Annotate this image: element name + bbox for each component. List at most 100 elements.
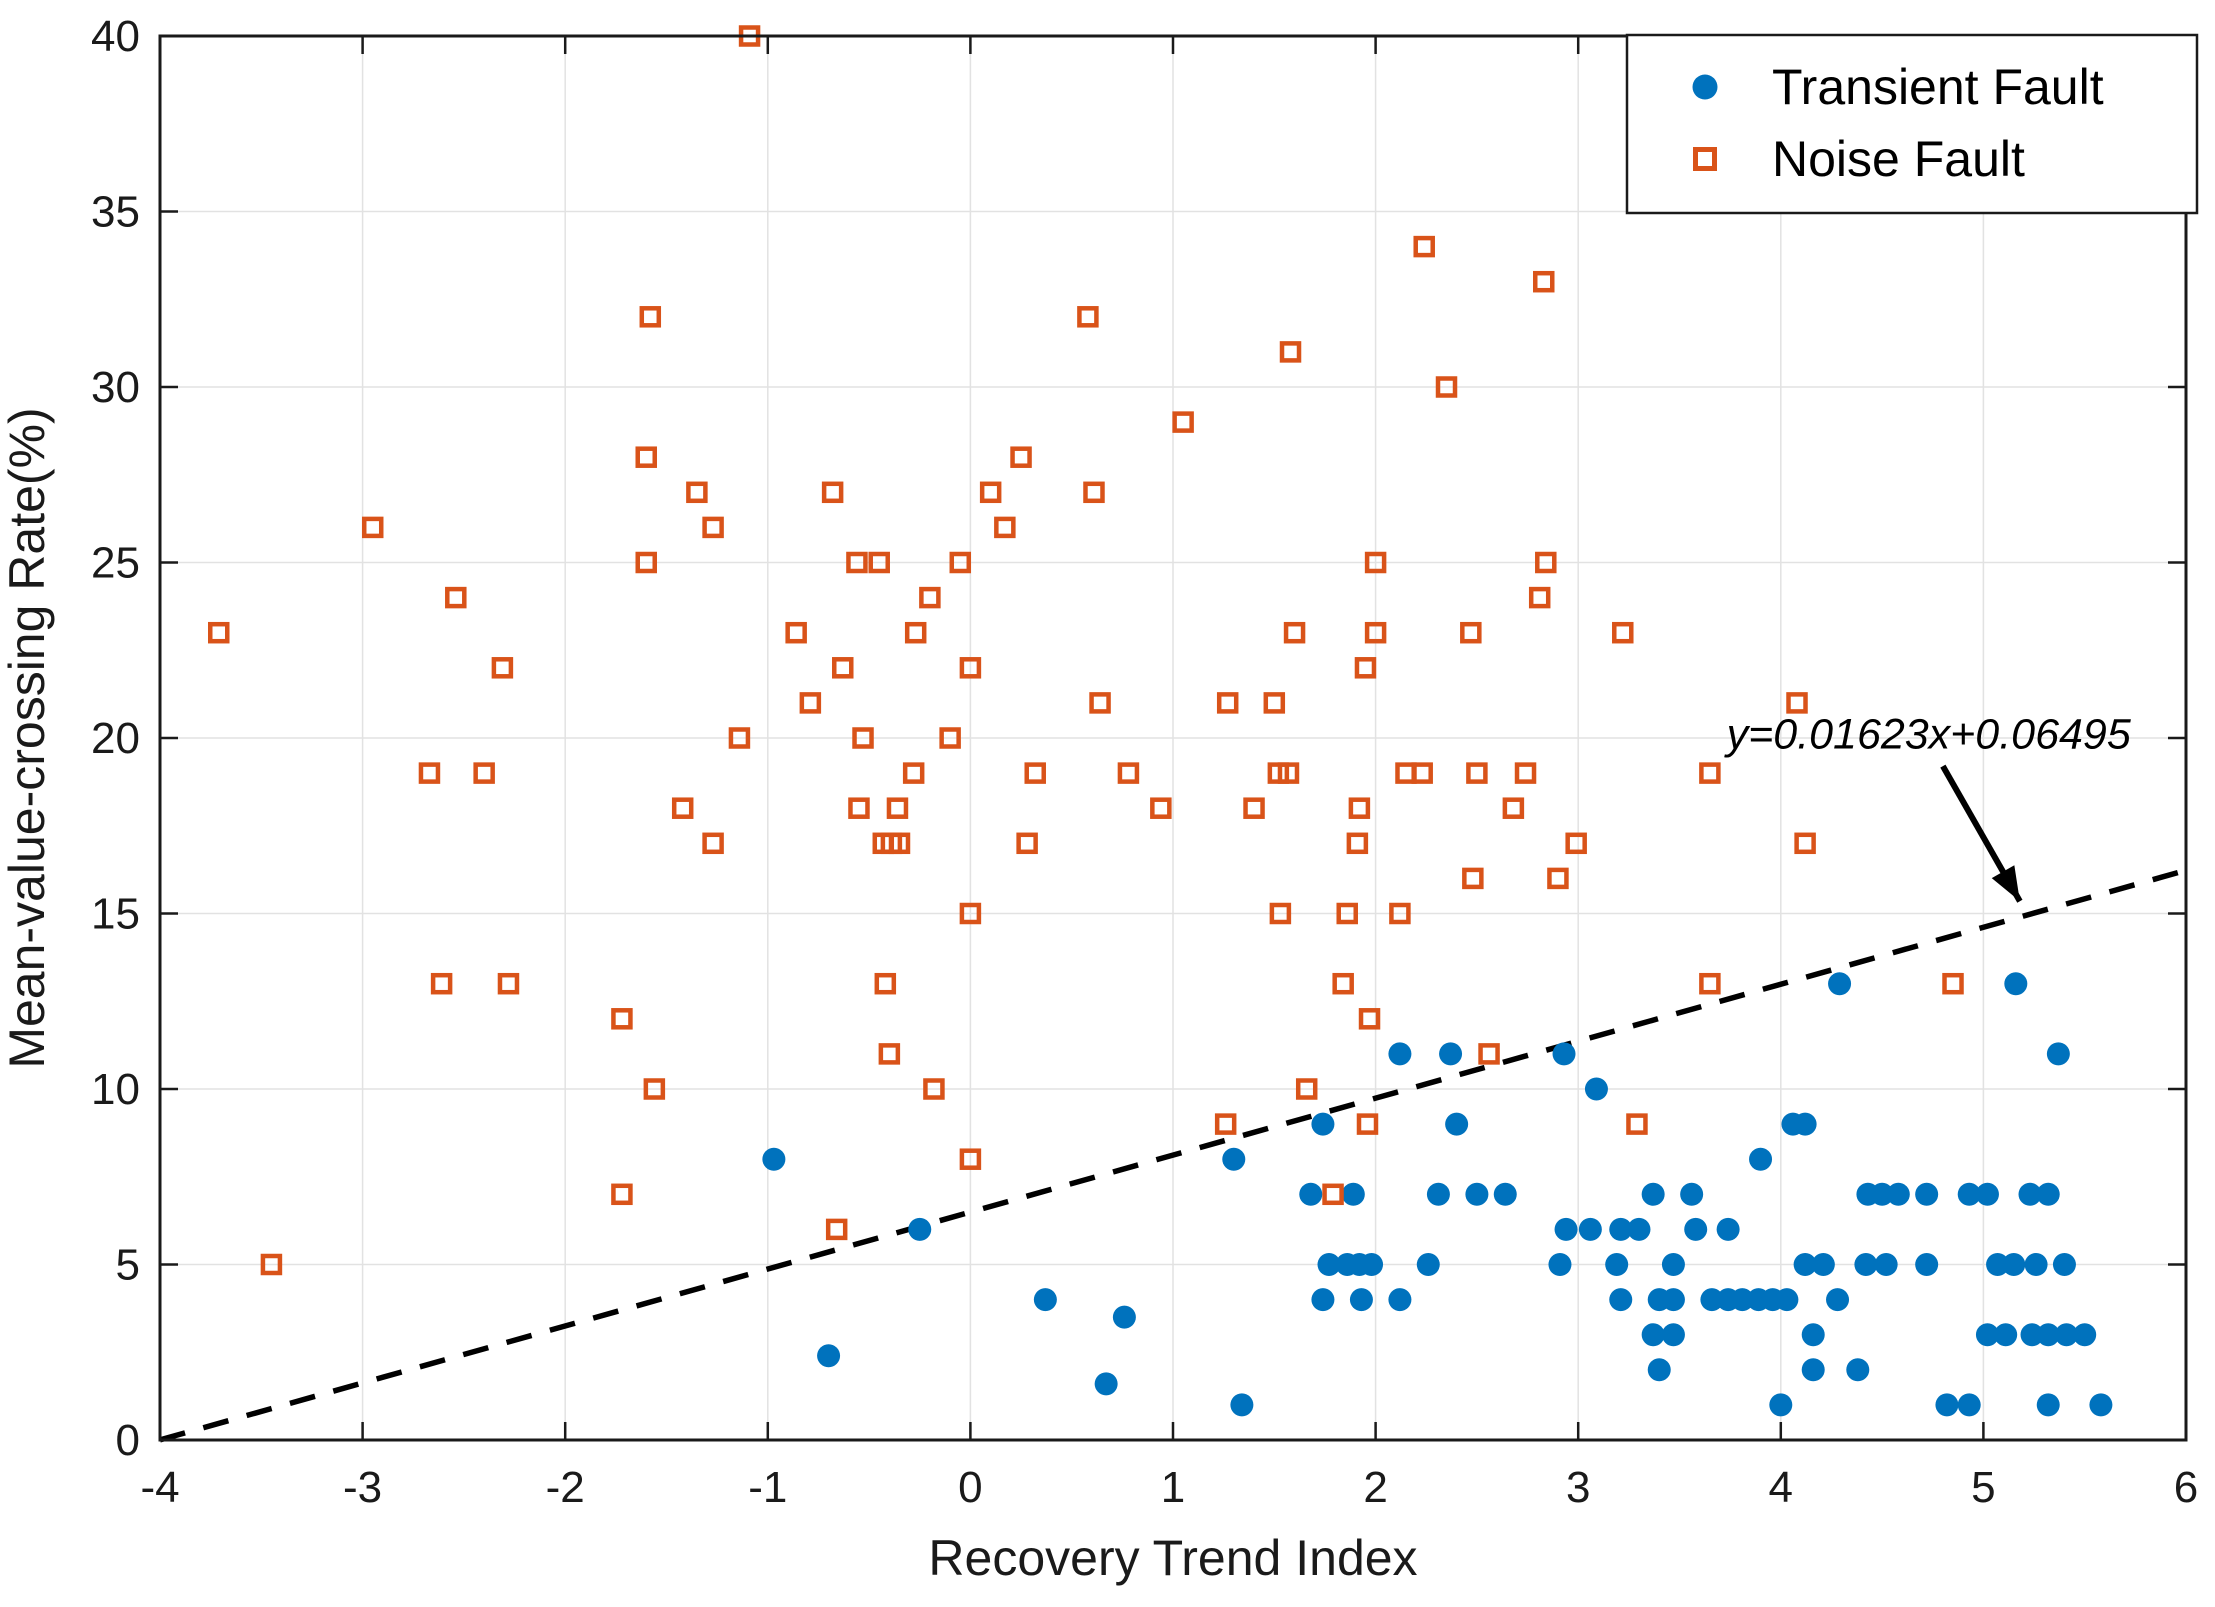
noise-fault-point — [1533, 270, 1555, 293]
transient-fault-point — [1957, 1182, 1981, 1206]
y-tick-label: 40 — [91, 12, 140, 61]
noise-fault-point — [852, 727, 874, 749]
noise-fault-point — [1699, 972, 1721, 995]
transient-fault-point — [1439, 1042, 1463, 1066]
transient-fault-point — [2036, 1182, 2060, 1206]
y-tick-label: 10 — [91, 1065, 140, 1114]
noise-fault-point — [473, 762, 495, 784]
transient-fault-point — [1749, 1147, 1773, 1171]
transient-fault-point — [1915, 1253, 1939, 1276]
noise-fault-point — [1478, 1043, 1500, 1065]
transient-fault-point — [1801, 1358, 1825, 1382]
transient-fault-point — [1661, 1253, 1685, 1276]
noise-fault-point — [643, 1078, 666, 1100]
transient-fault-point — [1886, 1182, 1910, 1206]
transient-fault-point — [1994, 1323, 2018, 1347]
noise-fault-point — [1565, 832, 1587, 855]
transient-fault-point — [1975, 1323, 1999, 1347]
transient-fault-point — [1684, 1217, 1708, 1241]
x-tick-label: -3 — [343, 1463, 382, 1512]
noise-fault-point — [959, 657, 982, 679]
annotation-arrowhead — [1991, 865, 2020, 902]
noise-fault-point — [635, 446, 657, 468]
transient-fault-point — [1609, 1217, 1633, 1241]
noise-fault-point — [886, 797, 909, 819]
transient-fault-point — [1493, 1182, 1517, 1206]
x-axis-label: Recovery Trend Index — [928, 1530, 1417, 1586]
noise-fault-point — [923, 1078, 945, 1100]
transient-fault-point — [1641, 1323, 1665, 1347]
transient-fault-point — [762, 1147, 786, 1171]
transient-fault-point — [1641, 1182, 1665, 1206]
x-tick-label: 3 — [1566, 1463, 1590, 1512]
legend-label: Noise Fault — [1772, 131, 2025, 187]
transient-fault-point — [1854, 1253, 1878, 1276]
transient-fault-point — [2089, 1393, 2113, 1417]
noise-fault-point — [1354, 657, 1377, 679]
transient-fault-point — [1680, 1182, 1704, 1206]
noise-fault-point — [1466, 762, 1488, 784]
transient-fault-point — [908, 1217, 932, 1241]
noise-fault-point — [1612, 621, 1634, 644]
transient-fault-point — [1299, 1182, 1323, 1206]
noise-fault-point — [639, 306, 662, 328]
transient-fault-point — [1465, 1182, 1489, 1206]
noise-fault-point — [888, 832, 911, 855]
transient-fault-point — [1554, 1217, 1578, 1241]
y-tick-label: 30 — [91, 363, 140, 412]
noise-fault-point — [1016, 832, 1038, 855]
transient-fault-point — [1548, 1253, 1572, 1276]
noise-fault-point — [1942, 972, 1964, 995]
noise-fault-point — [728, 727, 751, 749]
noise-fault-point — [846, 551, 868, 574]
noise-fault-point — [832, 657, 854, 679]
x-tick-label: -4 — [140, 1463, 179, 1512]
transient-fault-point — [1828, 972, 1852, 996]
noise-fault-point — [1214, 1113, 1237, 1135]
noise-fault-point — [1150, 797, 1172, 819]
noise-fault-point — [949, 551, 972, 574]
transient-fault-point — [1975, 1182, 1999, 1206]
transient-fault-point — [1915, 1182, 1939, 1206]
noise-fault-point — [1502, 797, 1525, 819]
noise-fault-point — [1413, 235, 1435, 258]
noise-fault-point — [1389, 902, 1411, 925]
transient-fault-point — [2004, 972, 2028, 996]
transient-fault-point — [2036, 1393, 2060, 1417]
transient-fault-point — [1360, 1253, 1384, 1276]
noise-fault-point — [611, 1008, 633, 1030]
noise-fault-point — [1348, 797, 1371, 819]
noise-fault-point — [1089, 692, 1111, 714]
x-tick-label: 5 — [1971, 1463, 1995, 1512]
noise-fault-point — [1279, 341, 1302, 363]
noise-fault-point — [1216, 692, 1239, 714]
noise-fault-point — [1364, 621, 1387, 644]
transient-fault-point — [2054, 1323, 2078, 1347]
noise-fault-point — [686, 481, 708, 504]
transient-fault-point — [1775, 1288, 1799, 1312]
noise-fault-point — [1336, 902, 1358, 925]
transient-fault-point — [2018, 1182, 2042, 1206]
noise-fault-point — [825, 1218, 848, 1241]
separator-dashed-line — [159, 867, 2187, 1443]
transient-fault-point — [1986, 1253, 2010, 1276]
transient-fault-point — [1716, 1217, 1740, 1241]
transient-fault-point — [1552, 1042, 1576, 1066]
noise-fault-point — [1462, 867, 1484, 890]
noise-fault-point — [919, 586, 941, 609]
noise-fault-point — [1269, 902, 1292, 925]
transient-fault-point — [1793, 1112, 1817, 1136]
transient-fault-point — [1605, 1253, 1629, 1276]
noise-fault-point — [208, 621, 230, 644]
noise-fault-point — [635, 551, 657, 574]
noise-fault-point — [702, 516, 724, 539]
transient-fault-point — [2036, 1323, 2060, 1347]
noise-fault-point — [1295, 1078, 1318, 1100]
transient-fault-point — [2002, 1253, 2026, 1276]
noise-fault-point — [994, 516, 1016, 539]
noise-fault-point — [702, 832, 724, 855]
noise-fault-point — [1358, 1008, 1381, 1030]
transient-fault-point — [1935, 1393, 1959, 1417]
noise-fault-point — [902, 762, 925, 784]
